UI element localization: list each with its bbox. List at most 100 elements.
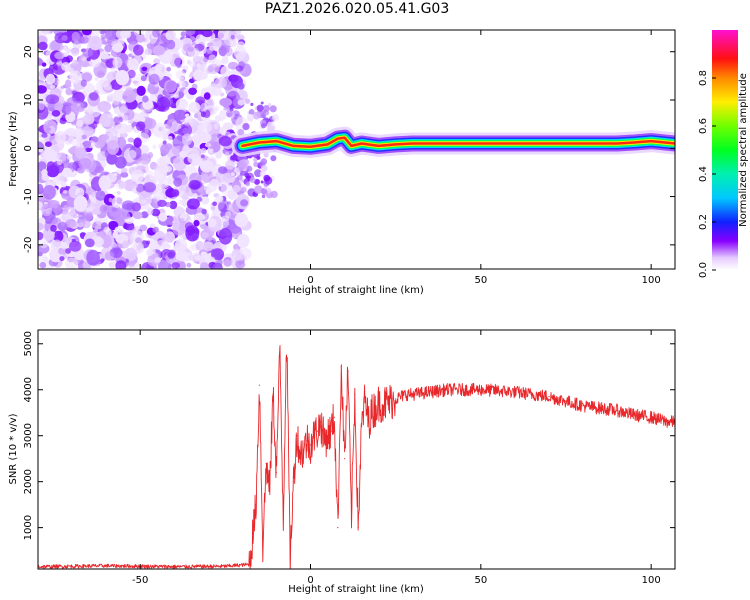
noise-blob: [91, 192, 96, 197]
noise-blob: [200, 262, 209, 269]
noise-blob: [82, 210, 93, 221]
noise-blob: [199, 122, 213, 134]
snr-data-point: [480, 389, 482, 391]
noise-blob: [98, 175, 112, 191]
snr-data-point: [306, 439, 308, 441]
noise-blob: [172, 222, 186, 236]
noise-blob: [115, 30, 127, 39]
noise-blob: [159, 155, 171, 166]
snr-data-point: [344, 458, 346, 460]
noise-blob: [236, 41, 245, 49]
noise-blob: [187, 46, 195, 52]
snr-data-point: [255, 504, 257, 506]
snr-y-tick-label: 3000: [23, 423, 34, 448]
noise-blob: [97, 101, 112, 112]
snr-data-point: [405, 393, 407, 395]
noise-blob: [84, 238, 95, 248]
spectrogram-panel: -50 0 50 100 -20 -10 0 10 20 Height of straight…: [8, 29, 676, 296]
noise-blob: [72, 129, 85, 139]
noise-blob: [235, 172, 240, 176]
noise-blob: [152, 226, 159, 233]
noise-blob: [215, 195, 224, 203]
noise-blob: [218, 32, 225, 39]
noise-blob: [107, 113, 114, 119]
noise-blob: [188, 101, 201, 113]
noise-blob: [79, 232, 86, 238]
noise-blob: [234, 213, 249, 228]
noise-blob: [66, 135, 73, 143]
noise-blob: [208, 54, 217, 64]
noise-blob: [94, 76, 99, 82]
spectrogram-noise-region: [38, 30, 280, 269]
noise-blob: [129, 182, 139, 190]
noise-blob: [72, 90, 78, 95]
noise-blob: [223, 105, 230, 112]
noise-blob: [38, 201, 43, 209]
noise-blob: [141, 66, 148, 71]
signal-track-band: [241, 136, 675, 149]
noise-blob: [181, 133, 193, 146]
noise-blob: [237, 129, 245, 136]
snr-data-point: [248, 563, 250, 566]
noise-blob: [261, 194, 266, 198]
noise-blob: [173, 109, 187, 121]
noise-blob: [175, 250, 189, 262]
noise-blob: [59, 117, 67, 125]
noise-blob: [45, 178, 50, 183]
noise-blob: [122, 114, 128, 121]
noise-blob: [60, 85, 65, 89]
colorbar: 0.0 0.2 0.4 0.6 0.8 Normalized spectral ampl…: [698, 30, 749, 278]
noise-blob: [166, 39, 176, 50]
snr-y-ticks: 1000 2000 3000 4000 5000: [23, 331, 675, 540]
noise-blob: [57, 222, 68, 231]
noise-blob: [173, 94, 179, 99]
snr-y-axis-label: SNR (10 * v/v): [8, 413, 19, 484]
snr-data-point: [616, 409, 618, 411]
noise-blob: [186, 262, 192, 268]
noise-blob: [104, 251, 114, 261]
noise-blob: [146, 43, 154, 49]
noise-blob: [39, 238, 49, 249]
noise-blob: [219, 109, 228, 120]
noise-blob: [211, 86, 222, 97]
noise-blob: [38, 57, 43, 66]
noise-blob: [152, 30, 160, 38]
noise-blob: [175, 70, 186, 80]
snr-data-point: [173, 566, 175, 568]
noise-blob: [270, 190, 278, 198]
snr-frame: [37, 329, 676, 570]
noise-blob: [200, 196, 210, 205]
noise-blob: [106, 153, 118, 165]
snr-data-point: [269, 490, 271, 492]
noise-blob: [193, 219, 200, 227]
noise-blob: [38, 85, 47, 94]
noise-blob: [201, 168, 213, 183]
noise-blob: [71, 238, 77, 242]
noise-blob: [184, 222, 194, 230]
spectrogram-y-tick-label: -10: [23, 188, 34, 204]
snr-data-point: [395, 398, 397, 400]
snr-line-path: [38, 345, 675, 569]
noise-blob: [146, 207, 154, 216]
noise-blob: [200, 102, 208, 113]
noise-blob: [269, 105, 277, 113]
noise-blob: [43, 148, 56, 161]
snr-data-point: [275, 471, 277, 474]
noise-blob: [82, 114, 95, 125]
noise-blob: [88, 35, 103, 51]
snr-data-point: [497, 390, 499, 392]
noise-blob: [59, 256, 65, 262]
noise-blob: [203, 92, 211, 100]
snr-data-point: [565, 400, 567, 402]
noise-blob: [200, 154, 205, 159]
spectrogram-y-tick-label: 10: [23, 94, 34, 107]
snr-data-point: [582, 405, 584, 407]
snr-data-point: [333, 416, 335, 418]
noise-blob: [143, 182, 157, 193]
noise-blob: [182, 127, 189, 135]
noise-blob: [111, 207, 118, 212]
noise-blob: [116, 179, 126, 190]
noise-blob: [263, 105, 270, 112]
noise-blob: [82, 48, 94, 57]
noise-blob: [235, 89, 248, 102]
